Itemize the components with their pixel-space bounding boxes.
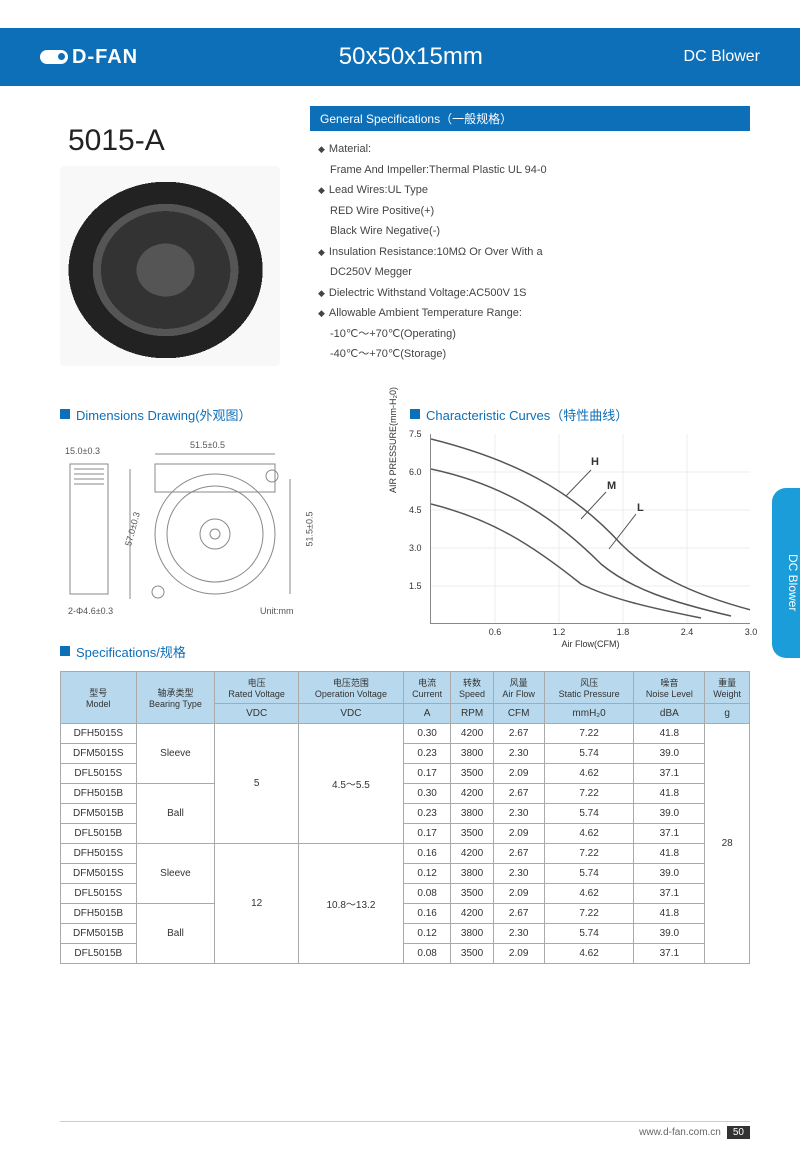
general-spec-list: Material: Frame And Impeller:Thermal Plas… (310, 141, 750, 363)
product-image (60, 166, 280, 366)
dim-3: 51.5±0.5 (304, 511, 314, 546)
spec-item: DC250V Megger (330, 264, 750, 281)
drawing-svg (60, 434, 380, 624)
side-tab: DC Blower (772, 488, 800, 658)
ytick: 3.0 (409, 543, 422, 553)
section-specs: Specifications/规格 (60, 642, 750, 661)
th: 风量Air Flow (493, 671, 544, 703)
dimensions-drawing: 15.0±0.3 51.5±0.5 57.0±0.3 51.5±0.5 2-Φ4… (60, 434, 380, 624)
spec-item: Lead Wires:UL Type (318, 182, 750, 199)
header-bar: D-FAN 50x50x15mm DC Blower (0, 28, 800, 86)
th-unit: dBA (634, 703, 705, 723)
th: 轴承类型Bearing Type (136, 671, 215, 723)
spec-table: 型号Model轴承类型Bearing Type电压Rated Voltage电压… (60, 671, 750, 964)
section-dimensions: Dimensions Drawing(外观图） (60, 405, 380, 424)
logo-icon (40, 50, 68, 64)
th: 重量Weight (705, 671, 750, 703)
th: 电压范围Operation Voltage (299, 671, 404, 703)
th-unit: VDC (299, 703, 404, 723)
footer: www.d-fan.com.cn 50 (60, 1121, 750, 1139)
spec-item: Allowable Ambient Temperature Range: (318, 305, 750, 322)
spec-item: Dielectric Withstand Voltage:AC500V 1S (318, 285, 750, 302)
spec-item: Material: (318, 141, 750, 158)
th-unit: VDC (215, 703, 299, 723)
th: 风压Static Pressure (544, 671, 634, 703)
dim-unit: Unit:mm (260, 606, 294, 616)
table-row: DFH5015SSleeve54.5～5.50.3042002.677.2241… (61, 723, 750, 743)
th-unit: A (403, 703, 451, 723)
th-unit: mmH₂0 (544, 703, 634, 723)
curve-h: H (591, 456, 599, 468)
xtick: 1.8 (617, 627, 630, 637)
ytick: 6.0 (409, 467, 422, 477)
spec-item: -10℃～+70℃(Operating) (330, 326, 750, 343)
spec-item: Insulation Resistance:10MΩ Or Over With … (318, 244, 750, 261)
th: 电流Current (403, 671, 451, 703)
header-dimensions: 50x50x15mm (138, 43, 683, 71)
xtick: 1.2 (553, 627, 566, 637)
xtick: 3.0 (745, 627, 758, 637)
spec-item: Frame And Impeller:Thermal Plastic UL 94… (330, 162, 750, 179)
th-unit: g (705, 703, 750, 723)
th-unit: CFM (493, 703, 544, 723)
footer-page: 50 (727, 1126, 750, 1139)
th: 噪音Noise Level (634, 671, 705, 703)
ytick: 4.5 (409, 505, 422, 515)
xtick: 2.4 (681, 627, 694, 637)
th: 型号Model (61, 671, 137, 723)
chart-y-label: AIR PRESSURE(mm-H₂0) (388, 387, 398, 493)
dim-1: 51.5±0.5 (190, 440, 225, 450)
footer-url: www.d-fan.com.cn (639, 1127, 721, 1138)
general-spec-title: General Specifications（一般规格） (310, 106, 750, 131)
ytick: 1.5 (409, 581, 422, 591)
th: 转数Speed (451, 671, 493, 703)
table-row: DFH5015BBall0.1642002.677.2241.8 (61, 903, 750, 923)
brand-text: D-FAN (72, 46, 138, 69)
th: 电压Rated Voltage (215, 671, 299, 703)
curve-l: L (637, 502, 644, 514)
dim-0: 15.0±0.3 (65, 446, 100, 456)
dim-4: 2-Φ4.6±0.3 (68, 606, 113, 616)
model-title: 5015-A (68, 124, 280, 158)
xtick: 0.6 (489, 627, 502, 637)
header-category: DC Blower (684, 48, 760, 66)
section-curves: Characteristic Curves（特性曲线） (410, 405, 750, 424)
table-row: DFH5015BBall0.3042002.677.2241.8 (61, 783, 750, 803)
th-unit: RPM (451, 703, 493, 723)
spec-item: Black Wire Negative(-) (330, 223, 750, 240)
ytick: 7.5 (409, 429, 422, 439)
table-row: DFH5015SSleeve1210.8～13.20.1642002.677.2… (61, 843, 750, 863)
curve-m: M (607, 480, 616, 492)
spec-item: RED Wire Positive(+) (330, 203, 750, 220)
chart-x-label: Air Flow(CFM) (562, 639, 620, 649)
characteristic-chart: H M L AIR PRESSURE(mm-H₂0) Air Flow(CFM)… (430, 434, 750, 624)
brand-logo: D-FAN (40, 46, 138, 69)
spec-item: -40℃～+70℃(Storage) (330, 346, 750, 363)
